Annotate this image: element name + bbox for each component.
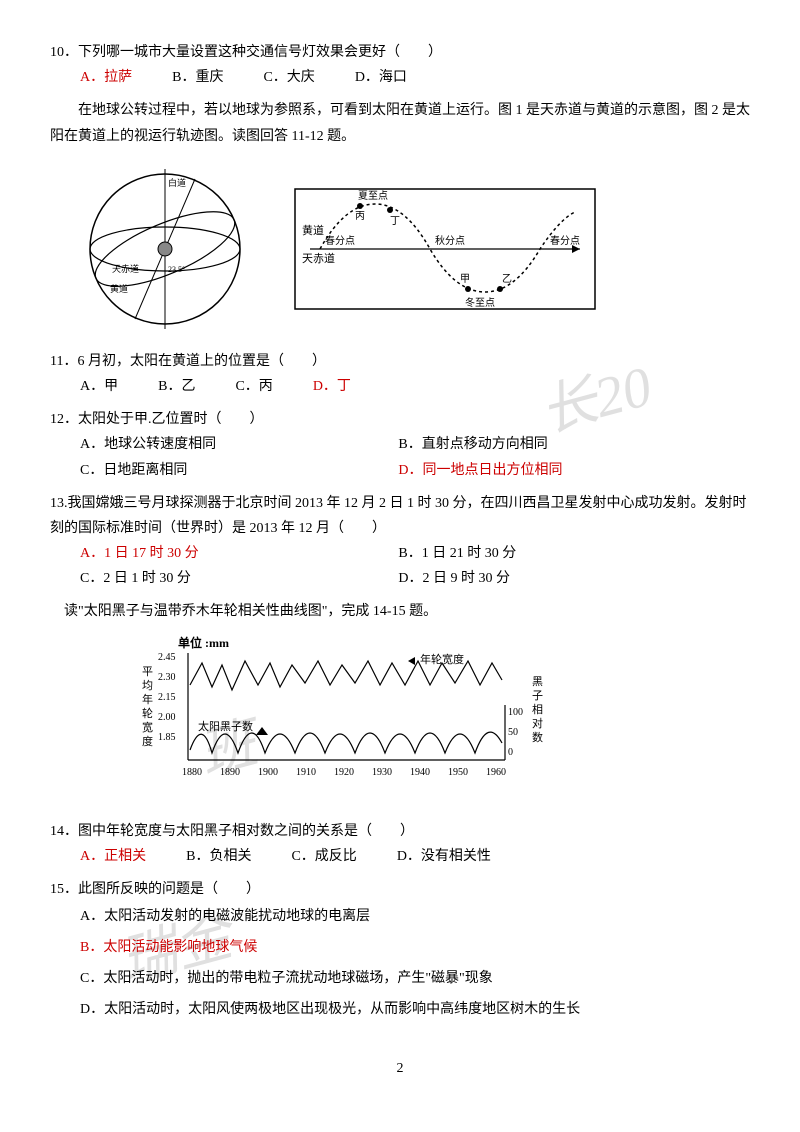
svg-text:1910: 1910 — [296, 767, 316, 778]
svg-text:子: 子 — [532, 689, 543, 702]
passage-1: 在地球公转过程中，若以地球为参照系，可看到太阳在黄道上运行。图 1 是天赤道与黄… — [50, 98, 750, 148]
chart-unit: 单位 :mm — [178, 635, 229, 650]
figure-2-ecliptic-path: 黄道 天赤道 春分点 春分点 秋分点 夏至点 冬至点 丙 丁 甲 乙 — [290, 184, 600, 314]
question-14: 14．图中年轮宽度与太阳黑子相对数之间的关系是（ ） A．正相关 B．负相关 C… — [50, 819, 750, 869]
q-number: 12． — [50, 412, 78, 427]
q-number: 14． — [50, 824, 78, 839]
option-d: D．2 日 9 时 30 分 — [398, 566, 713, 591]
label-bing: 丙 — [355, 211, 365, 222]
option-c: C．丙 — [235, 374, 272, 399]
question-13: 13.我国嫦娥三号月球探测器于北京时间 2013 年 12 月 2 日 1 时 … — [50, 491, 750, 592]
q-number: 15． — [50, 882, 78, 897]
option-d: D．丁 — [313, 374, 351, 399]
option-a: A．拉萨 — [80, 65, 132, 90]
q-number: 10． — [50, 45, 78, 60]
svg-text:度: 度 — [142, 734, 153, 748]
label-winter: 冬至点 — [465, 296, 495, 309]
ylabel-left: 平 — [142, 666, 153, 678]
option-a: A．太阳活动发射的电磁波能扰动地球的电离层 — [80, 902, 750, 933]
question-12: 12．太阳处于甲.乙位置时（ ） A．地球公转速度相同 B．直射点移动方向相同 … — [50, 407, 750, 483]
svg-text:均: 均 — [142, 679, 153, 692]
option-b: B．负相关 — [186, 844, 251, 869]
option-a: A．1 日 17 时 30 分 — [80, 541, 395, 566]
svg-text:年: 年 — [142, 692, 153, 706]
svg-text:数: 数 — [532, 731, 543, 744]
label-angle: 23.5° — [168, 265, 185, 274]
label-summer: 夏至点 — [358, 190, 388, 202]
svg-text:相: 相 — [532, 703, 543, 716]
q-stem: 下列哪一城市大量设置这种交通信号灯效果会更好（ ） — [78, 45, 442, 60]
label-spring1: 春分点 — [325, 235, 355, 247]
q-number: 13. — [50, 496, 68, 511]
svg-text:1940: 1940 — [410, 767, 430, 778]
label-ding: 丁 — [390, 216, 400, 227]
option-d: D．同一地点日出方位相同 — [398, 458, 713, 483]
figure-area-1: 天赤道 黄道 白道 23.5° 黄道 天赤道 春分点 春分点 秋分点 夏至点 冬… — [80, 164, 750, 334]
option-c: C．大庆 — [263, 65, 314, 90]
ylabel-right: 黑 — [532, 675, 543, 688]
option-b: B．1 日 21 时 30 分 — [398, 541, 713, 566]
label-spring2: 春分点 — [550, 235, 580, 247]
question-10: 10．下列哪一城市大量设置这种交通信号灯效果会更好（ ） A．拉萨 B．重庆 C… — [50, 40, 750, 90]
option-b: B．重庆 — [172, 65, 223, 90]
ytick-r1: 100 — [508, 707, 523, 718]
q-stem: 太阳处于甲.乙位置时（ ） — [78, 412, 264, 427]
option-a: A．地球公转速度相同 — [80, 432, 395, 457]
q-stem: 我国嫦娥三号月球探测器于北京时间 2013 年 12 月 2 日 1 时 30 … — [50, 496, 747, 536]
ytick-l5: 1.85 — [158, 732, 176, 743]
option-b: B．乙 — [158, 374, 195, 399]
svg-text:1880: 1880 — [182, 767, 202, 778]
option-d: D．海口 — [355, 65, 407, 90]
svg-text:宽: 宽 — [142, 720, 153, 734]
svg-text:轮: 轮 — [142, 706, 153, 720]
option-b: B．太阳活动能影响地球气候 — [80, 933, 750, 964]
label-jia: 甲 — [460, 274, 470, 285]
q-stem: 此图所反映的问题是（ ） — [78, 882, 260, 897]
label-equator: 天赤道 — [112, 263, 139, 274]
question-15: 15．此图所反映的问题是（ ） A．太阳活动发射的电磁波能扰动地球的电离层 B．… — [50, 877, 750, 1025]
ytick-l1: 2.45 — [158, 652, 176, 663]
ytick-l2: 2.30 — [158, 672, 176, 683]
label-autumn: 秋分点 — [435, 234, 465, 247]
ytick-l3: 2.15 — [158, 692, 176, 703]
q-number: 11． — [50, 354, 77, 369]
passage-2: 读"太阳黑子与温带乔木年轮相关性曲线图"，完成 14-15 题。 — [50, 599, 750, 624]
svg-text:1930: 1930 — [372, 767, 392, 778]
svg-text:对: 对 — [532, 716, 543, 730]
label-tianchidao: 天赤道 — [302, 251, 335, 265]
ytick-l4: 2.00 — [158, 712, 176, 723]
label-yi: 乙 — [502, 273, 512, 285]
question-11: 11．6 月初，太阳在黄道上的位置是（ ） A．甲 B．乙 C．丙 D．丁 — [50, 349, 750, 399]
series1-label: 年轮宽度 — [420, 652, 464, 666]
label-huangdao: 黄道 — [302, 223, 324, 237]
q-stem: 6 月初，太阳在黄道上的位置是（ ） — [77, 354, 326, 369]
label-pole: 白道 — [168, 177, 186, 188]
series2-label: 太阳黑子数 — [198, 720, 253, 733]
q-stem: 图中年轮宽度与太阳黑子相对数之间的关系是（ ） — [78, 824, 414, 839]
svg-text:1920: 1920 — [334, 767, 354, 778]
figure-1-celestial-sphere: 天赤道 黄道 白道 23.5° — [80, 164, 250, 334]
ytick-r2: 50 — [508, 727, 518, 738]
option-d: D．太阳活动时，太阳风使两极地区出现极光，从而影响中高纬度地区树木的生长 — [80, 995, 750, 1026]
option-a: A．甲 — [80, 374, 118, 399]
svg-text:1960: 1960 — [486, 767, 506, 778]
option-a: A．正相关 — [80, 844, 146, 869]
svg-text:1950: 1950 — [448, 767, 468, 778]
option-c: C．日地距离相同 — [80, 458, 395, 483]
svg-text:1900: 1900 — [258, 767, 278, 778]
ytick-r3: 0 — [508, 747, 513, 758]
svg-text:1890: 1890 — [220, 767, 240, 778]
option-c: C．成反比 — [291, 844, 356, 869]
page-number: 2 — [50, 1056, 750, 1081]
figure-3-sunspot-chart: 单位 :mm 平 均 年 轮 宽 度 2.45 2.30 2.15 2.00 1… — [130, 635, 750, 804]
option-c: C．太阳活动时，抛出的带电粒子流扰动地球磁场，产生"磁暴"现象 — [80, 964, 750, 995]
label-ecliptic: 黄道 — [110, 283, 128, 294]
option-b: B．直射点移动方向相同 — [398, 432, 713, 457]
option-d: D．没有相关性 — [397, 844, 491, 869]
option-c: C．2 日 1 时 30 分 — [80, 566, 395, 591]
